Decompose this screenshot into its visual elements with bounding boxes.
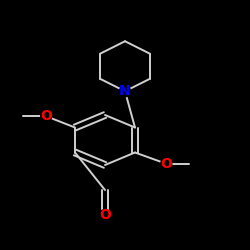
Text: O: O [99,208,111,222]
Text: N: N [119,84,131,98]
Text: O: O [40,109,52,123]
Circle shape [161,158,172,169]
Circle shape [100,210,110,220]
Circle shape [41,111,52,122]
Text: O: O [160,157,172,171]
Circle shape [120,86,130,97]
